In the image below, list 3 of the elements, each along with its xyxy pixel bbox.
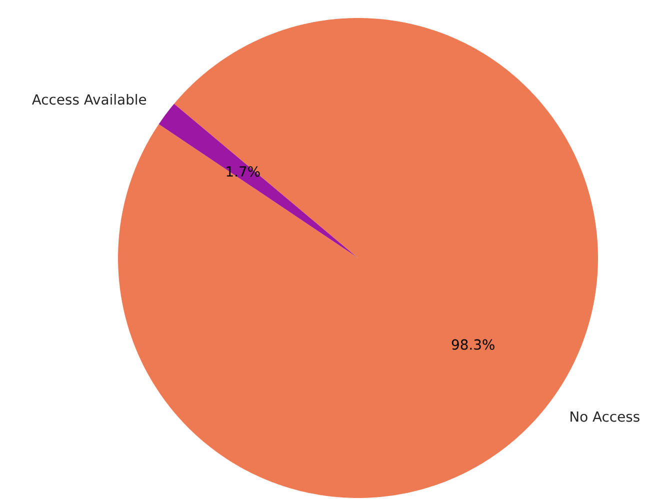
data-label: 98.3%	[452, 339, 494, 350]
slice-label: Access Available	[32, 94, 146, 105]
slice-label: No Access	[570, 411, 640, 422]
